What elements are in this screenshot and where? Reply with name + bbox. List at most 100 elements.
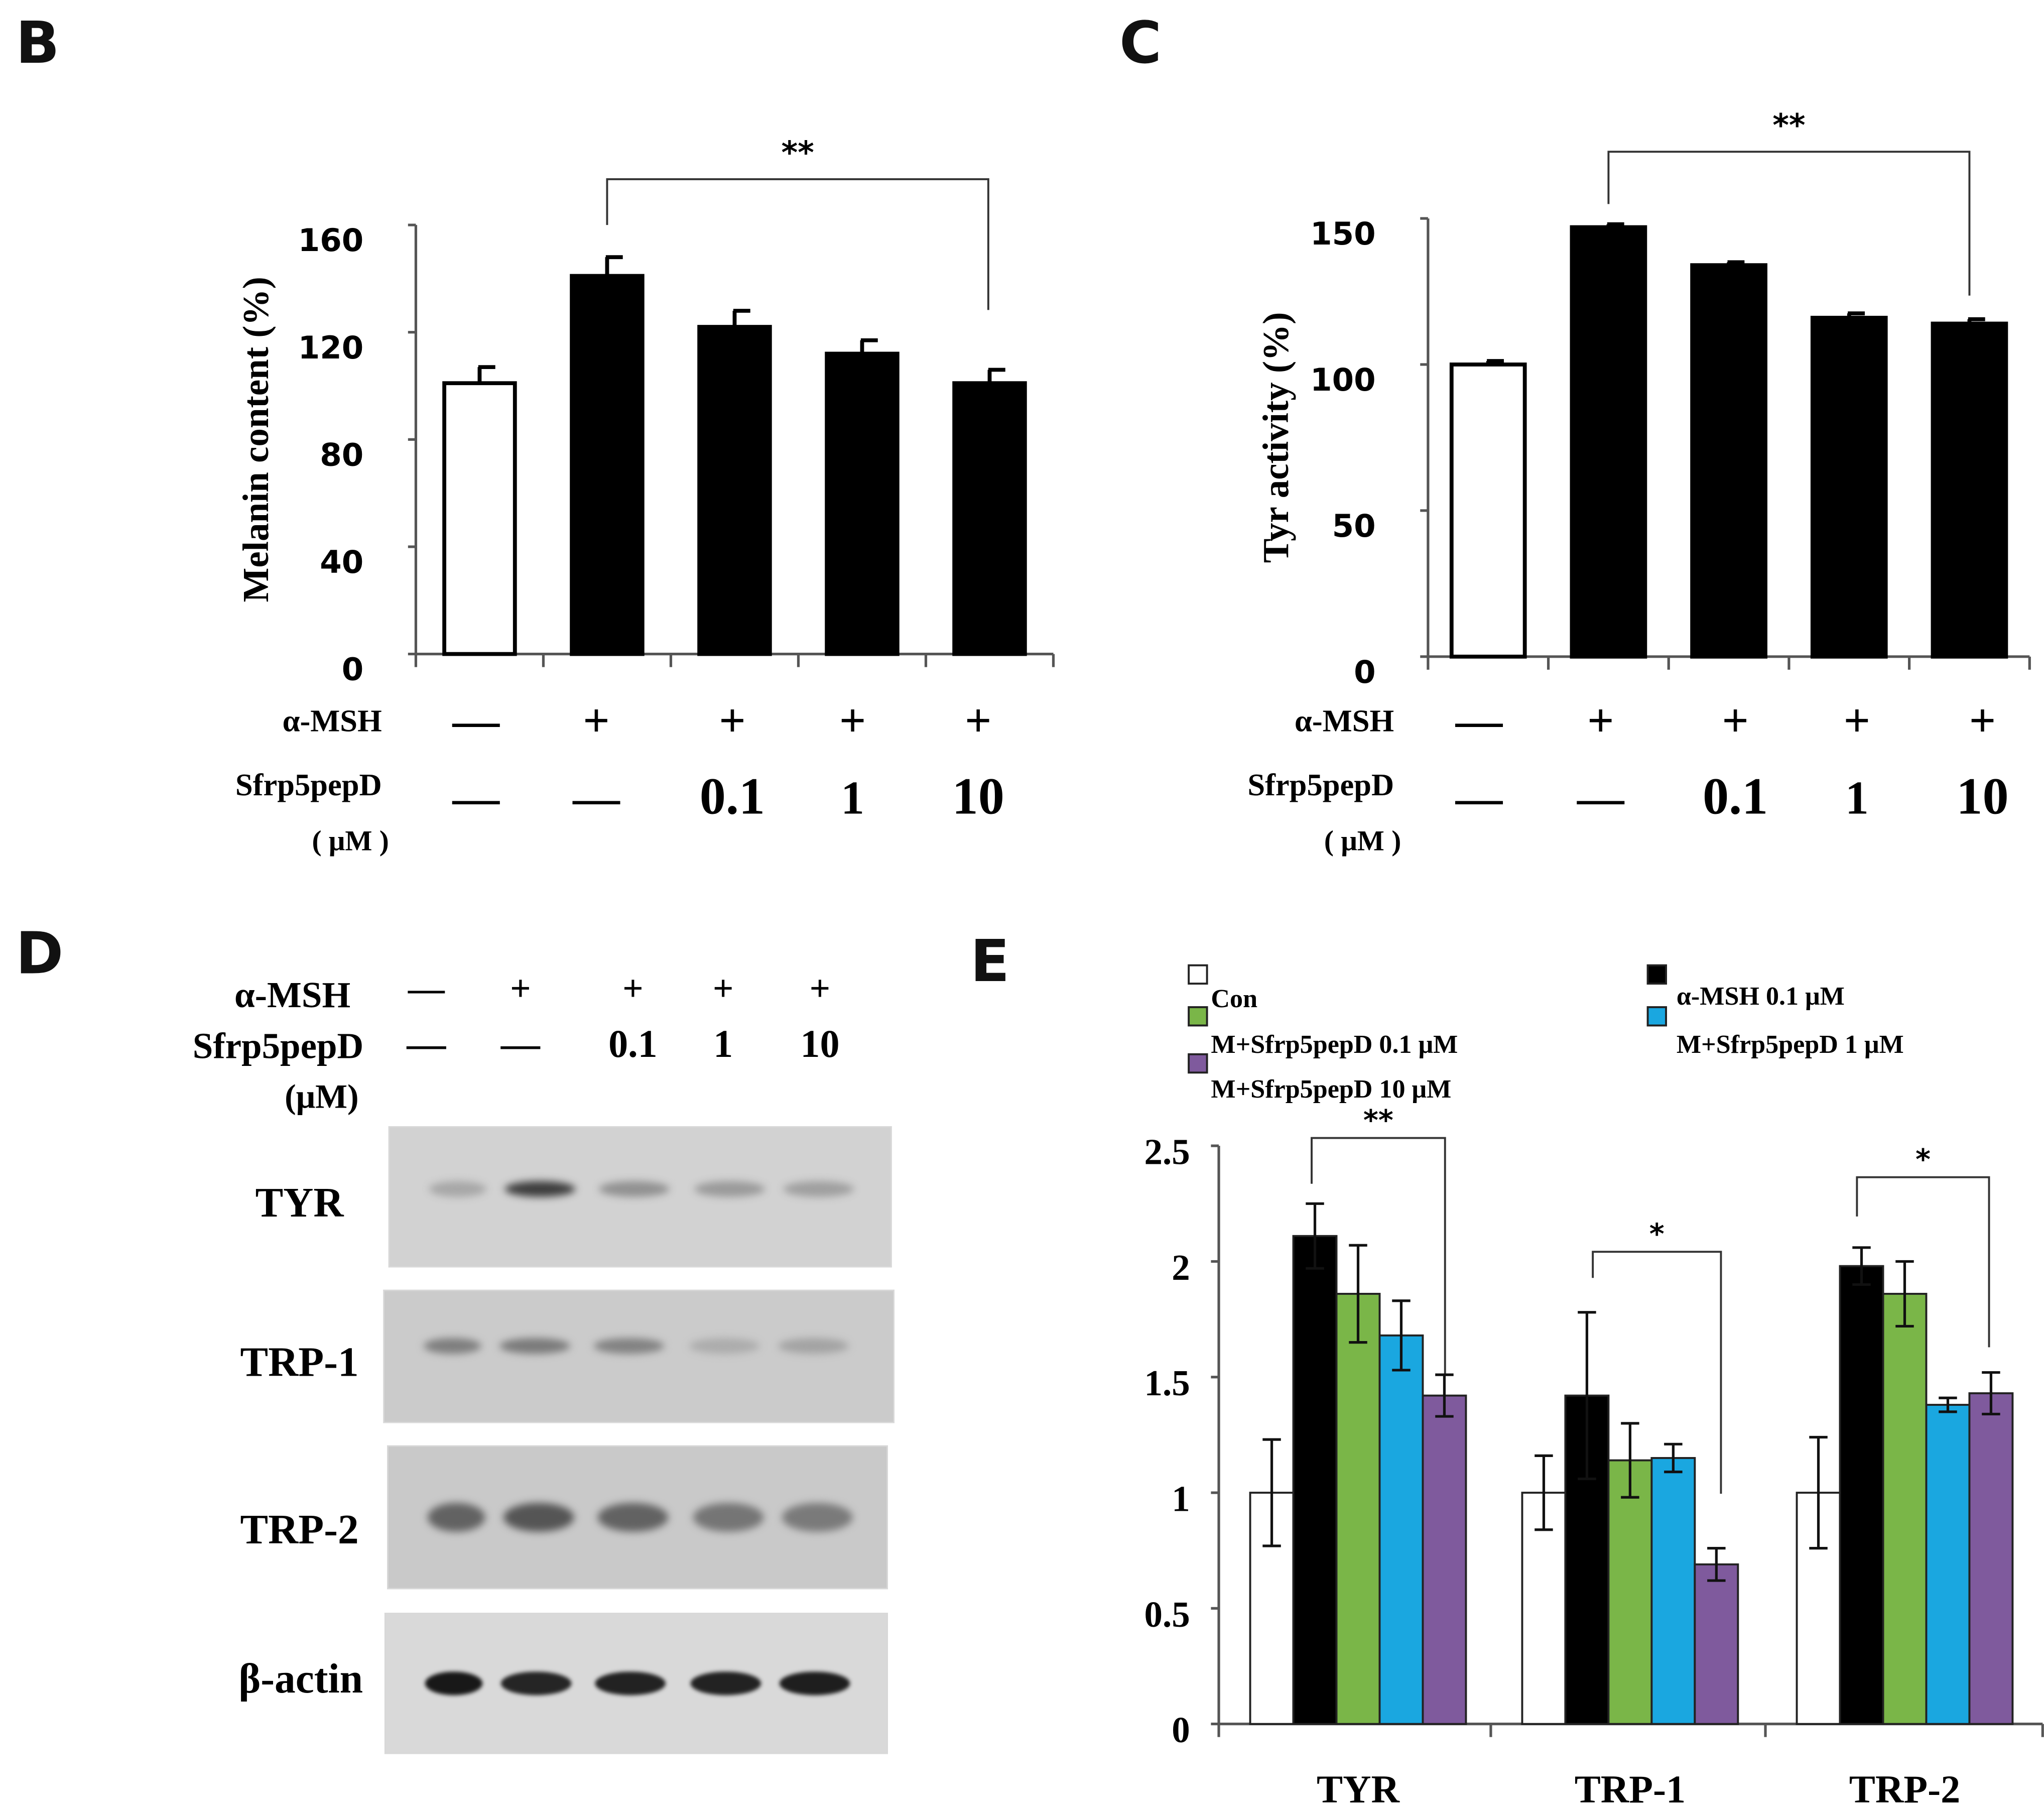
melanin-y-tick-label: 160	[298, 222, 364, 259]
melanin-bar	[825, 351, 900, 656]
melanin-row-unit: ( μM )	[312, 825, 389, 857]
blot-label: TRP-1	[240, 1340, 359, 1386]
expr-y-tick-label: 0	[1172, 1710, 1190, 1750]
blot-band	[425, 1671, 483, 1696]
expr-category-label: TYR	[1317, 1767, 1400, 1811]
blot-row-label-sfrp: Sfrp5pepD	[193, 1026, 363, 1066]
expr-significance-bracket	[1856, 1176, 1990, 1348]
expr-legend-swatch	[1188, 1053, 1208, 1074]
tyr-row-sfrp-value: —	[1455, 772, 1503, 824]
blot-band	[500, 1671, 572, 1696]
expr-bar	[1925, 1404, 1971, 1725]
tyr-significance-bracket	[1607, 151, 1971, 296]
tyr-y-tick-label: 50	[1332, 508, 1376, 544]
blot-band	[783, 1181, 854, 1197]
blot-msh-value: —	[408, 968, 445, 1009]
expr-legend-label: M+Sfrp5pepD 0.1 μM	[1211, 1030, 1458, 1059]
expr-bar	[1521, 1492, 1567, 1725]
melanin-row-label-sfrp: Sfrp5pepD	[235, 767, 382, 802]
blot-band	[597, 1503, 669, 1532]
tyr-row-sfrp-value: —	[1577, 772, 1625, 824]
tyr-bar	[1810, 315, 1888, 659]
blot-sfrp-value: 1	[713, 1022, 733, 1065]
blot-band	[694, 1181, 765, 1197]
blot-row-label-msh: α-MSH	[234, 975, 350, 1015]
melanin-row-msh-value: +	[719, 695, 745, 747]
melanin-row-msh-value: +	[965, 695, 991, 747]
blot-band	[429, 1181, 487, 1197]
tyr-row-msh-value: —	[1455, 695, 1503, 747]
melanin-bar	[570, 274, 645, 656]
expr-category-label: TRP-1	[1575, 1767, 1686, 1811]
blot-msh-value: +	[510, 968, 531, 1009]
melanin-row-sfrp-value: 10	[952, 767, 1004, 825]
expr-significance-label: *	[1915, 1143, 1931, 1176]
blot-band	[690, 1671, 761, 1696]
blot-band	[599, 1181, 670, 1197]
tyr-row-sfrp-value: 0.1	[1703, 767, 1768, 825]
tyr-row-sfrp-value: 10	[1956, 767, 2008, 825]
tyr-bar	[1570, 225, 1647, 659]
melanin-y-axis-label: Melanin content (%)	[235, 277, 276, 602]
melanin-y-tick-label: 0	[342, 651, 364, 688]
panel-letter-d: D	[16, 921, 64, 988]
expr-legend-label: M+Sfrp5pepD 1 μM	[1677, 1030, 1904, 1059]
tyr-row-sfrp-value: 1	[1845, 772, 1869, 824]
blot-band	[595, 1671, 666, 1696]
blot-row-unit: (μM)	[285, 1078, 358, 1116]
blot-tyr	[388, 1126, 892, 1268]
blot-band	[693, 1503, 764, 1532]
expr-bar	[1694, 1563, 1739, 1725]
blot-band	[424, 1338, 481, 1354]
expr-y-tick-label: 2.5	[1144, 1132, 1190, 1172]
expr-legend-label: M+Sfrp5pepD 10 μM	[1211, 1075, 1451, 1104]
melanin-y-tick-label: 120	[298, 329, 364, 366]
blot-label: TYR	[256, 1180, 344, 1226]
blot-band	[427, 1503, 485, 1532]
expr-legend-swatch	[1646, 964, 1667, 985]
blot-trp-2	[387, 1445, 888, 1590]
melanin-significance-bracket	[606, 178, 989, 310]
blot-band	[689, 1338, 760, 1354]
melanin-row-msh-value: —	[452, 695, 500, 747]
blot-band	[503, 1503, 574, 1532]
tyr-row-msh-value: +	[1969, 695, 1996, 747]
blot-msh-value: +	[713, 968, 734, 1009]
blot-beta-actin	[384, 1613, 888, 1754]
blot-label: TRP-2	[240, 1507, 359, 1553]
tyr-row-msh-value: +	[1722, 695, 1748, 747]
tyr-row-msh-value: +	[1587, 695, 1614, 747]
blot-band	[504, 1181, 576, 1197]
expr-legend-swatch	[1188, 964, 1208, 985]
expr-bar	[1292, 1235, 1338, 1725]
blot-sfrp-value: —	[500, 1022, 541, 1065]
expr-significance-bracket	[1311, 1137, 1446, 1374]
expr-bar	[1650, 1457, 1696, 1725]
tyr-row-label-sfrp: Sfrp5pepD	[1247, 767, 1394, 802]
tyr-y-tick-label: 100	[1310, 361, 1376, 398]
blot-band	[779, 1671, 850, 1696]
blot-band	[499, 1338, 570, 1354]
blot-sfrp-value: 0.1	[608, 1022, 658, 1065]
expr-bar	[1968, 1392, 2014, 1725]
blot-msh-value: +	[622, 968, 644, 1009]
melanin-row-sfrp-value: 1	[841, 772, 864, 824]
blot-trp-1	[383, 1289, 895, 1423]
expr-bar	[1607, 1459, 1653, 1725]
expr-y-tick-label: 1.5	[1144, 1363, 1190, 1403]
tyr-row-msh-value: +	[1844, 695, 1870, 747]
melanin-y-tick-label: 80	[320, 436, 363, 473]
expr-significance-label: *	[1649, 1218, 1665, 1251]
blot-band	[778, 1338, 849, 1354]
melanin-row-msh-value: +	[839, 695, 866, 747]
expr-y-tick-label: 2	[1172, 1247, 1190, 1288]
melanin-y-tick-label: 40	[320, 544, 363, 580]
panel-letter-e: E	[970, 928, 1010, 996]
melanin-row-sfrp-value: —	[452, 772, 500, 824]
expr-bar	[1378, 1334, 1424, 1725]
blot-sfrp-value: 10	[800, 1022, 839, 1065]
